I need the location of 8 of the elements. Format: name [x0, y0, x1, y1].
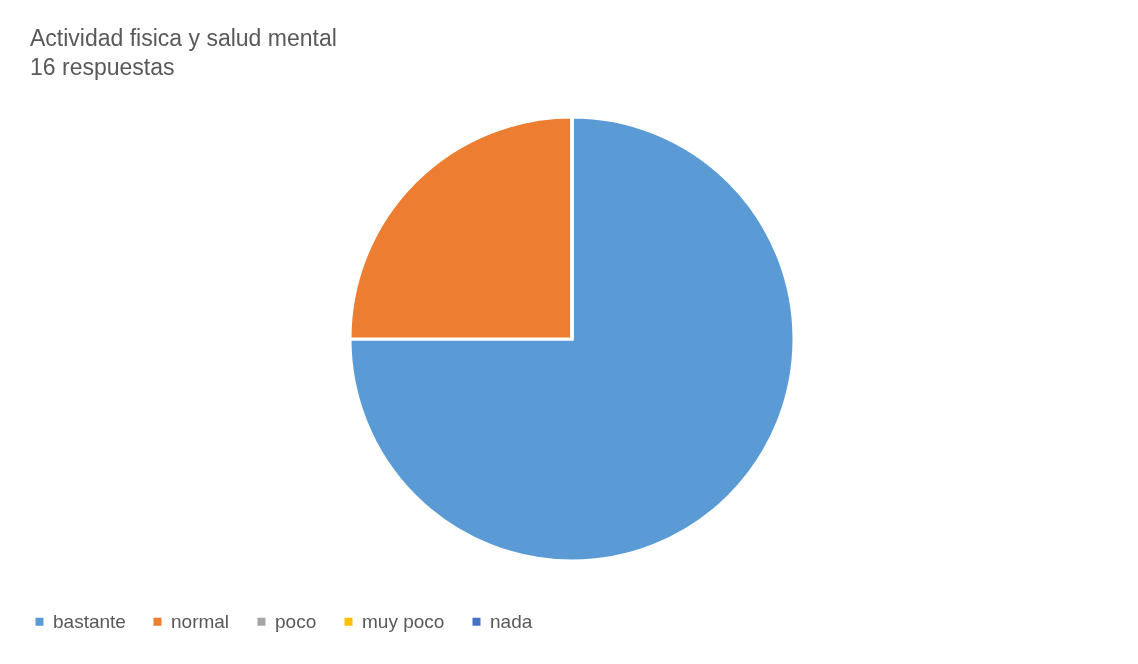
legend-label: normal	[171, 610, 230, 632]
pie-slice	[348, 115, 796, 563]
chart-subtitle: 16 respuestas	[30, 54, 175, 80]
legend-label: nada	[490, 610, 533, 632]
chart-title: Actividad fisica y salud mental	[30, 25, 337, 51]
legend-label: bastante	[53, 610, 126, 632]
legend-label: poco	[275, 610, 317, 632]
legend-label: muy poco	[362, 610, 445, 632]
